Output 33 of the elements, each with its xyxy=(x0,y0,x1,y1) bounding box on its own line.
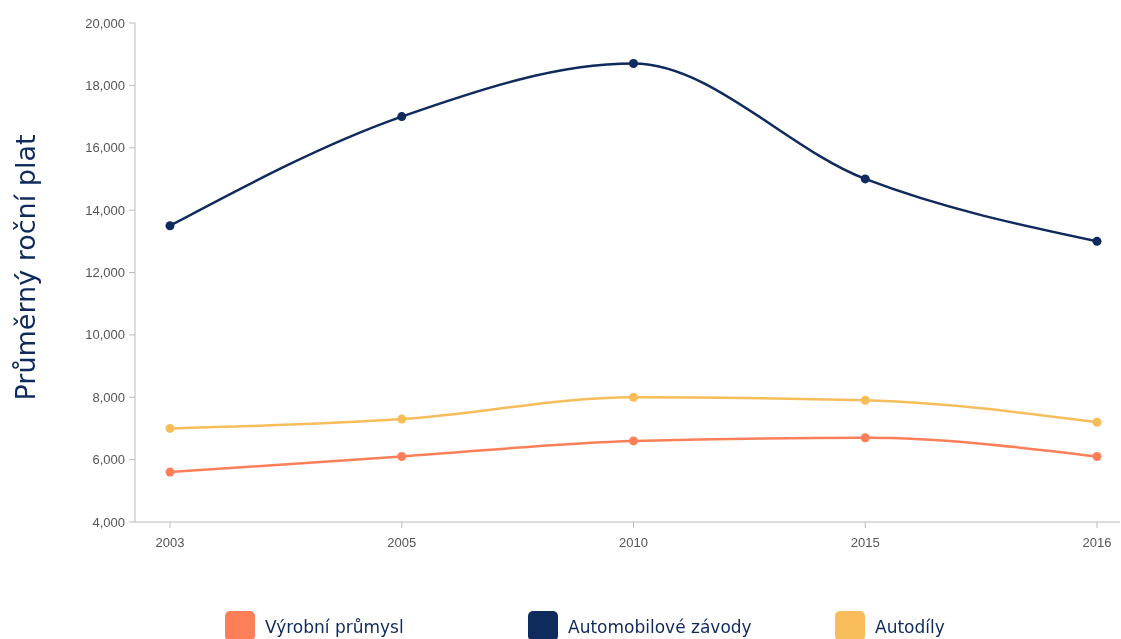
legend-label: Autodíly xyxy=(875,616,945,637)
point xyxy=(397,452,407,462)
point xyxy=(165,221,175,231)
point xyxy=(860,433,870,443)
point xyxy=(397,112,407,122)
legend-label: Automobilové závody xyxy=(568,616,752,637)
point xyxy=(1092,452,1102,462)
point xyxy=(629,436,638,446)
point xyxy=(860,174,870,184)
x-tick-label: 2005 xyxy=(387,535,417,550)
x-tick-label: 2010 xyxy=(619,535,648,550)
point xyxy=(165,423,175,433)
point xyxy=(397,414,407,424)
point xyxy=(1092,417,1102,427)
y-tick-label: 4,000 xyxy=(92,514,125,530)
y-tick-label: 6,000 xyxy=(92,452,125,468)
y-tick-label: 16,000 xyxy=(85,140,125,156)
y-axis-title: Průměrný roční plat xyxy=(10,134,41,401)
x-tick-label: 2016 xyxy=(1082,535,1112,550)
point xyxy=(629,59,638,69)
y-tick-label: 14,000 xyxy=(85,202,125,218)
y-tick-label: 10,000 xyxy=(85,327,125,343)
point xyxy=(1092,236,1102,246)
y-tick-label: 18,000 xyxy=(85,77,125,93)
x-tick-label: 2015 xyxy=(850,535,880,550)
point xyxy=(629,392,638,402)
y-tick-label: 8,000 xyxy=(92,389,125,405)
x-tick-label: 2003 xyxy=(155,535,185,550)
point xyxy=(165,467,175,477)
y-tick-label: 20,000 xyxy=(85,15,125,31)
point xyxy=(860,395,870,405)
legend-label: Výrobní průmysl xyxy=(265,616,404,637)
y-tick-label: 12,000 xyxy=(85,265,125,281)
